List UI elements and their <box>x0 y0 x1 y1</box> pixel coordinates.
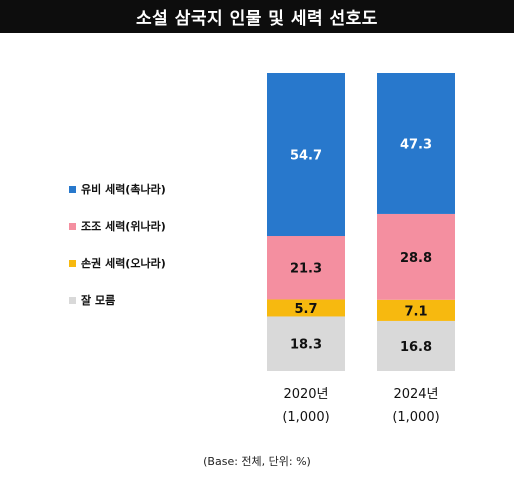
bar-segment-shu-1 <box>267 73 345 237</box>
legend-swatch-wu <box>69 259 76 267</box>
legend-item-wu: 손권 세력(오나라) <box>69 255 166 271</box>
legend-item-unknown: 잘 모름 <box>69 292 166 308</box>
legend-swatch-shu <box>69 185 76 193</box>
data-label-shu-2: 47.3 <box>400 137 432 152</box>
bar-segment-wei-2 <box>377 213 455 300</box>
bar-segment-wei-1 <box>267 236 345 300</box>
legend-label-unknown: 잘 모름 <box>81 294 116 307</box>
legend-item-shu: 유비 세력(촉나라) <box>69 181 166 197</box>
data-label-wu-2: 7.1 <box>404 304 427 319</box>
x-sublabel-2: (1,000) <box>392 410 439 425</box>
legend-label-wu: 손권 세력(오나라) <box>81 257 166 270</box>
legend: 유비 세력(촉나라) 조조 세력(위나라) 손권 세력(오나라) 잘 모름 <box>69 181 166 329</box>
base-note: (Base: 전체, 단위: %) <box>203 455 311 468</box>
data-label-wei-1: 21.3 <box>290 262 322 277</box>
data-label-unknown-2: 16.8 <box>400 340 432 355</box>
data-label-wu-1: 5.7 <box>294 302 317 317</box>
data-label-unknown-1: 18.3 <box>290 338 322 353</box>
data-label-wei-2: 28.8 <box>400 251 432 266</box>
legend-label-wei: 조조 세력(위나라) <box>81 220 166 233</box>
x-tick-label-1: 2020년 <box>283 387 328 402</box>
data-label-shu-1: 54.7 <box>290 149 322 164</box>
bar-segment-wu-1 <box>267 299 345 317</box>
legend-swatch-wei <box>69 222 76 230</box>
legend-item-wei: 조조 세력(위나라) <box>69 218 166 234</box>
legend-swatch-unknown <box>69 296 76 304</box>
x-sublabel-1: (1,000) <box>282 410 329 425</box>
x-tick-label-2: 2024년 <box>393 387 438 402</box>
bar-segment-wu-2 <box>377 299 455 321</box>
bar-segment-unknown-1 <box>267 316 345 371</box>
bar-segment-unknown-2 <box>377 320 455 371</box>
chart-title: 소설 삼국지 인물 및 세력 선호도 <box>0 0 514 33</box>
legend-label-shu: 유비 세력(촉나라) <box>81 183 166 196</box>
bar-segment-shu-2 <box>377 73 455 214</box>
